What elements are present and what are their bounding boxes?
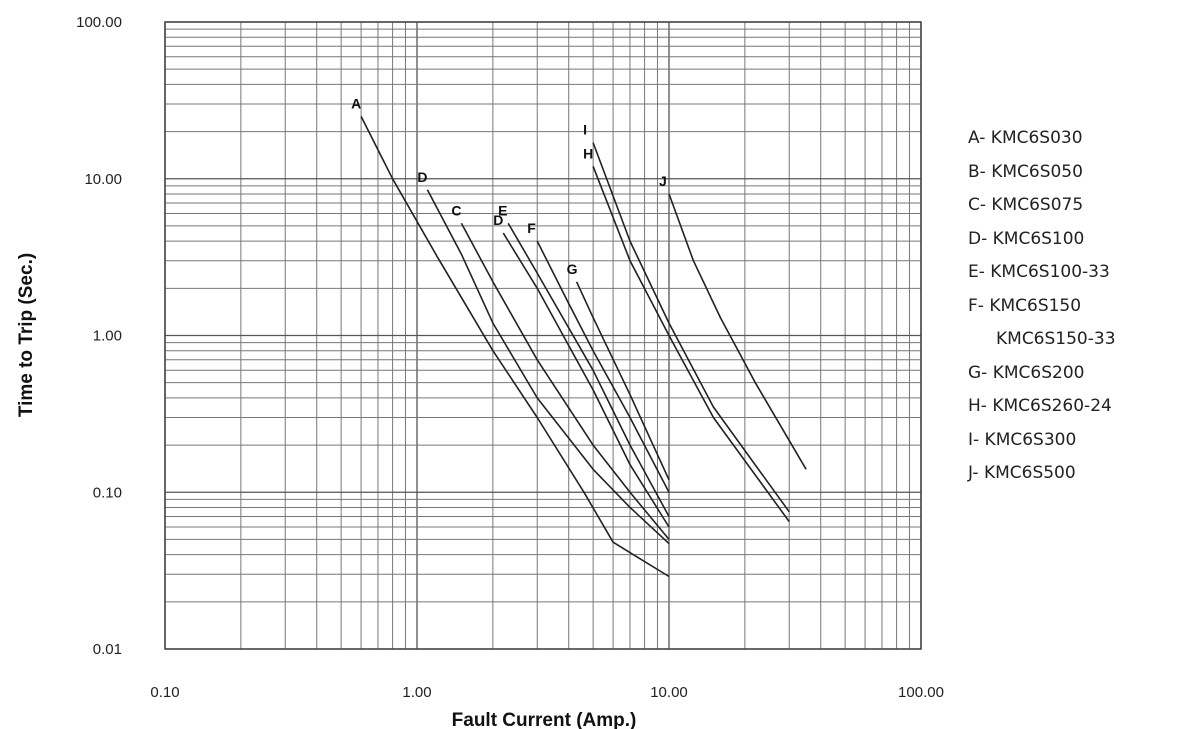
plot-frame	[164, 21, 922, 650]
legend-item: KMC6S150-33	[996, 329, 1116, 349]
legend: A- KMC6S030 B- KMC6S050 C- KMC6S075 D- KMC6…	[968, 122, 1178, 491]
legend-item: D- KMC6S100	[968, 228, 1085, 249]
legend-item: I- KMC6S300	[968, 429, 1077, 450]
trip-curve-d	[426, 189, 670, 545]
y-tick-label: 1.00	[93, 328, 122, 345]
y-tick-label: 10.00	[84, 171, 122, 188]
trip-curve-d	[502, 232, 670, 528]
trip-curve-j	[668, 193, 807, 470]
x-tick-label: 10.00	[650, 684, 688, 701]
curve-label-d: D	[417, 169, 427, 185]
trip-curve-a	[360, 116, 670, 578]
curve-label-c: C	[451, 202, 461, 218]
y-tick-label: 0.01	[93, 641, 122, 658]
legend-item: J- KMC6S500	[968, 463, 1076, 483]
curve-label-i: I	[583, 122, 587, 138]
curve-label-g: G	[567, 261, 578, 277]
legend-item: B- KMC6S050	[968, 161, 1083, 182]
legend-item: G- KMC6S200	[968, 362, 1085, 383]
x-tick-label: 100.00	[898, 684, 944, 701]
x-tick-label: 1.00	[402, 684, 431, 701]
curve-label-a: A	[351, 95, 361, 111]
grid-lines	[164, 21, 922, 650]
legend-item: C- KMC6S075	[968, 195, 1084, 215]
x-axis-title: Fault Current (Amp.)	[452, 710, 637, 729]
legend-item: F- KMC6S150	[968, 295, 1082, 316]
curve-label-d: D	[493, 212, 503, 228]
legend-item: A- KMC6S030	[968, 128, 1083, 148]
x-tick-label: 0.10	[150, 684, 179, 701]
y-axis-title: Time to Trip (Sec.)	[16, 253, 37, 417]
y-tick-label: 0.10	[93, 484, 122, 501]
trip-curves	[360, 116, 807, 578]
trip-curve-h	[592, 166, 790, 523]
trip-curve-e	[507, 222, 670, 517]
curve-label-h: H	[583, 145, 593, 161]
curve-label-j: J	[659, 173, 667, 189]
trip-curve-c	[460, 222, 670, 540]
legend-item: H- KMC6S260-24	[968, 396, 1112, 416]
y-axis-tick-labels: 0.01 0.10 1.00 10.00 100.00	[76, 14, 122, 658]
trip-curve-i	[592, 142, 790, 513]
trip-curve-g	[575, 281, 670, 481]
trip-curve-f	[536, 240, 670, 493]
x-axis-tick-labels: 0.10 1.00 10.00 100.00	[150, 684, 944, 701]
legend-item: E- KMC6S100-33	[968, 262, 1110, 282]
curve-label-e: E	[498, 202, 507, 218]
curve-label-f: F	[527, 220, 536, 236]
y-tick-label: 100.00	[76, 14, 122, 31]
